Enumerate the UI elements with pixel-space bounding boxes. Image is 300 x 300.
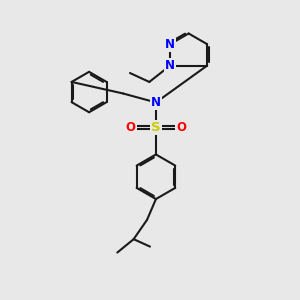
Text: N: N: [151, 96, 161, 109]
Text: N: N: [165, 38, 175, 51]
Text: S: S: [151, 121, 161, 134]
Text: O: O: [126, 121, 136, 134]
Text: N: N: [165, 59, 175, 72]
Text: O: O: [176, 121, 186, 134]
